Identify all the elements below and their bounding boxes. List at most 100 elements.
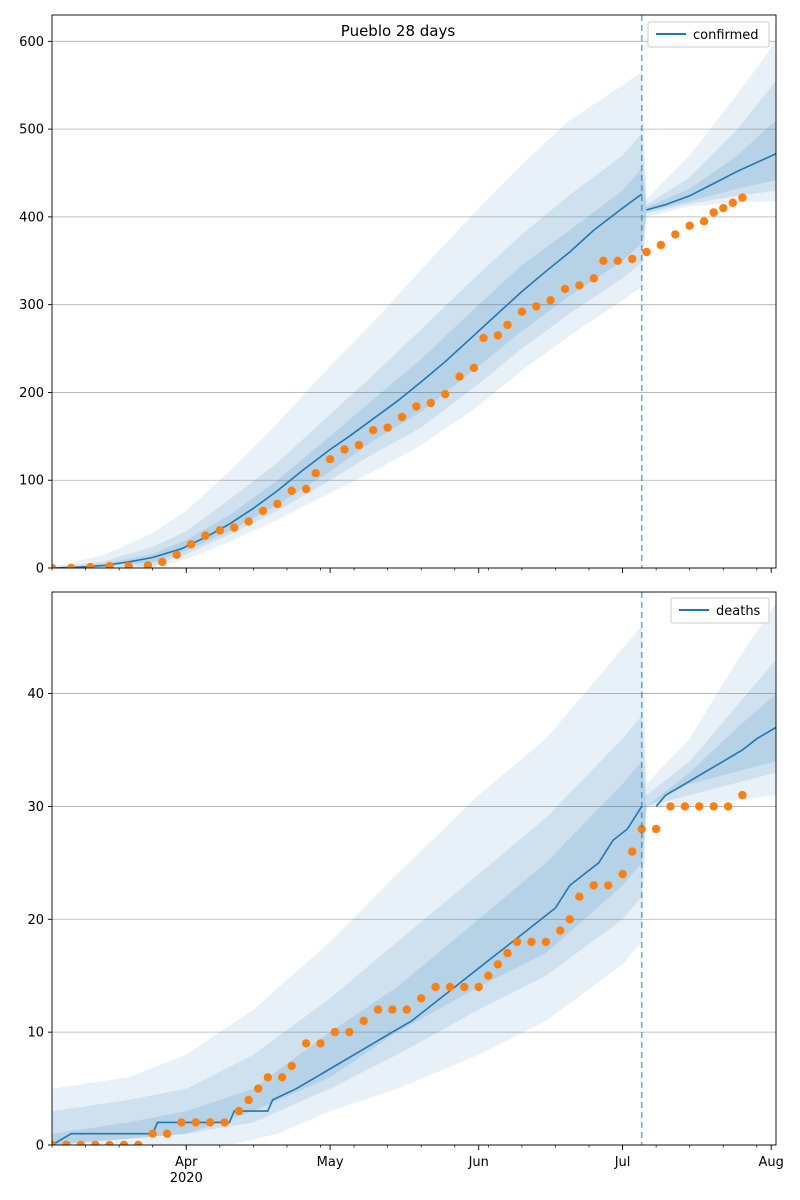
observed-point [656, 240, 666, 250]
observed-point [556, 926, 565, 935]
axes-frame [51, 14, 777, 569]
observed-point [76, 1140, 85, 1145]
observed-point [493, 331, 503, 340]
observed-point [91, 1140, 100, 1145]
observed-point [105, 1140, 114, 1145]
observed-point [589, 274, 598, 283]
observed-point [474, 982, 483, 992]
plot-series [52, 41, 776, 568]
observed-point [426, 398, 435, 408]
observed-point [254, 1084, 263, 1093]
observed-point [119, 1140, 129, 1145]
model-fit-line [52, 193, 643, 568]
observed-point [604, 881, 613, 890]
observed-point [532, 302, 541, 311]
observed-point [671, 230, 680, 239]
observed-point [191, 1118, 200, 1127]
plot-area: 0 100 200 300 400 500 600 [19, 14, 777, 577]
observed-point [287, 1061, 296, 1071]
observed-point [177, 1118, 186, 1127]
observed-point [340, 445, 349, 454]
observed-point [469, 363, 479, 373]
observed-point [709, 208, 718, 217]
legend-label: confirmed [693, 28, 759, 43]
observed-point [301, 484, 311, 494]
observed-point [52, 1140, 57, 1145]
observed-point [441, 390, 450, 399]
chart-title: Pueblo 28 days [341, 22, 456, 40]
uncertainty-band-outer [52, 603, 776, 1145]
model-forecast-line [646, 152, 776, 211]
x-tick-label: Jun [468, 1155, 489, 1170]
observed-point [244, 517, 253, 526]
observed-point [738, 790, 747, 800]
observed-point [215, 526, 224, 535]
observed-point [527, 937, 536, 947]
y-tick-label: 0 [36, 562, 44, 577]
observed-point [124, 562, 133, 568]
observed-point [325, 455, 335, 464]
observed-point [330, 1027, 340, 1037]
observed-point [67, 563, 76, 568]
legend-deaths: deaths [670, 597, 770, 624]
observed-point [575, 892, 584, 901]
observed-point [613, 256, 622, 265]
observed-point [503, 948, 512, 958]
observed-point [517, 307, 527, 316]
y-tick-label: 400 [19, 210, 44, 225]
observed-point [201, 531, 210, 540]
y-tick-label: 10 [27, 1026, 44, 1041]
observed-point [62, 1140, 71, 1145]
observed-point [263, 1073, 272, 1082]
observed-point [383, 423, 392, 432]
uncertainty-band-middle [52, 80, 776, 568]
observed-point [162, 1129, 172, 1138]
observed-point [287, 486, 296, 495]
observed-point [699, 217, 709, 226]
observed-point [709, 802, 718, 811]
uncertainty-band-inner [52, 120, 776, 568]
observed-point [719, 203, 728, 213]
observed-point [589, 881, 598, 890]
observed-point [546, 296, 555, 305]
y-tick-label: 100 [19, 474, 44, 489]
observed-point [148, 1129, 157, 1138]
observed-point [723, 802, 733, 811]
observed-point [628, 254, 637, 264]
observed-point [637, 824, 646, 834]
observed-point [402, 1005, 411, 1014]
y-tick-label: 0 [36, 1139, 44, 1154]
observed-point [651, 824, 661, 834]
observed-point [565, 915, 574, 924]
y-tick-label: 200 [19, 386, 44, 401]
y-tick-label: 500 [19, 123, 44, 138]
observed-point [738, 193, 747, 202]
model-fit-line [52, 805, 643, 1145]
observed-point [417, 994, 426, 1003]
x-year-label: 2020 [170, 1171, 203, 1186]
legend-confirmed: confirmed [647, 21, 770, 48]
y-tick-label: 300 [19, 298, 44, 313]
legend-box [647, 21, 770, 48]
observed-point [628, 847, 637, 856]
observed-point [311, 469, 320, 478]
uncertainty-band-middle [52, 659, 776, 1145]
confirmed-panel: 0 100 200 300 400 500 600 Pueblo 28 days confi… [19, 14, 777, 577]
observed-point [512, 937, 522, 947]
observed-point [455, 372, 464, 381]
observed-point [158, 557, 167, 567]
observed-point [354, 440, 364, 450]
deaths-panel: 0 10 20 30 40 Apr May Jun Jul Aug 2020 deaths [27, 591, 784, 1186]
observed-point [359, 1016, 368, 1026]
y-tick-label: 40 [27, 687, 44, 702]
observed-point [186, 540, 196, 549]
observed-point [484, 971, 493, 980]
x-tick-label: Apr [175, 1155, 198, 1170]
observed-point [388, 1005, 397, 1014]
x-tick-label: Jul [614, 1155, 631, 1170]
observed-point [345, 1027, 354, 1037]
legend-box [670, 597, 770, 624]
observed-point [234, 1106, 244, 1116]
